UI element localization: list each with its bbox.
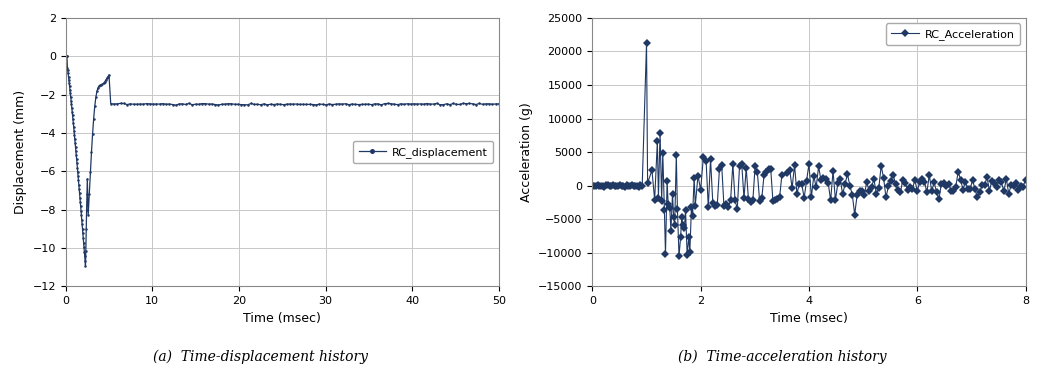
RC_displacement (79, 263, 92, 268)
RC_Acceleration (617, 183, 630, 188)
Legend: RC_displacement: RC_displacement (353, 141, 493, 163)
RC_Acceleration (1019, 177, 1032, 182)
RC_displacement (492, 102, 505, 106)
Legend: RC_Acceleration: RC_Acceleration (886, 24, 1020, 46)
Text: (b)  Time-acceleration history: (b) Time-acceleration history (678, 350, 887, 364)
RC_displacement (446, 101, 459, 106)
RC_displacement (96, 82, 108, 86)
RC_Acceleration (803, 162, 816, 166)
RC_Acceleration (673, 254, 685, 258)
RC_Acceleration (720, 202, 732, 206)
RC_Acceleration (588, 184, 601, 188)
X-axis label: Time (msec): Time (msec) (243, 312, 321, 325)
Line: RC_Acceleration: RC_Acceleration (589, 41, 1028, 259)
Text: (a)  Time-displacement history: (a) Time-displacement history (153, 350, 368, 364)
X-axis label: Time (msec): Time (msec) (770, 312, 848, 325)
RC_displacement (59, 54, 72, 59)
RC_displacement (141, 102, 153, 106)
RC_Acceleration (586, 183, 599, 187)
RC_Acceleration (640, 41, 653, 46)
RC_displacement (408, 102, 420, 106)
RC_Acceleration (745, 199, 757, 204)
Line: RC_displacement: RC_displacement (65, 55, 500, 267)
RC_Acceleration (984, 188, 996, 193)
Y-axis label: Displacement (mm): Displacement (mm) (14, 90, 27, 214)
RC_displacement (474, 101, 486, 106)
RC_displacement (179, 102, 192, 107)
Y-axis label: Acceleration (g): Acceleration (g) (519, 102, 533, 202)
